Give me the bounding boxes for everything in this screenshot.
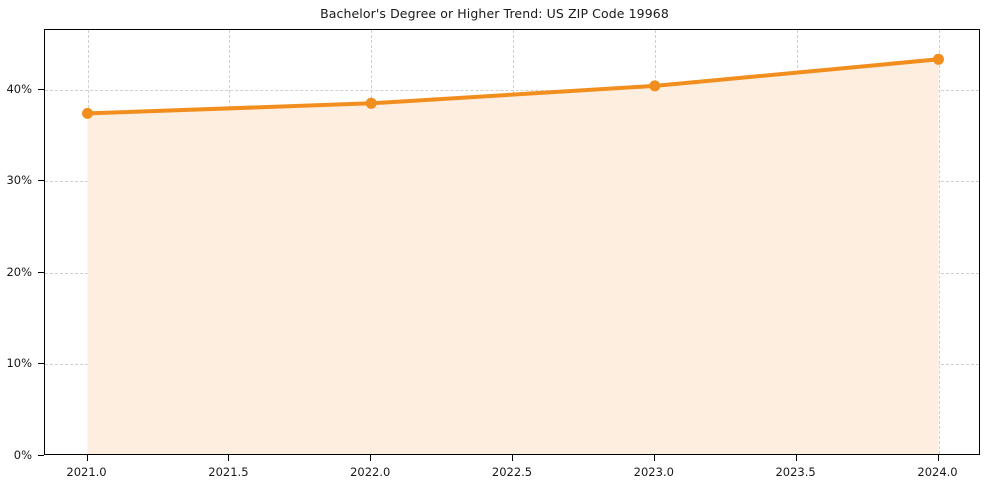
xtick-mark-2023.0 — [653, 455, 655, 461]
gridline-x-2024.0 — [938, 30, 940, 454]
xtick-label-2023.5: 2023.5 — [775, 465, 816, 479]
ytick-mark-0 — [38, 455, 44, 456]
ytick-label-30: 30% — [6, 173, 32, 188]
ytick-mark-40 — [38, 88, 44, 90]
ytick-mark-10 — [38, 363, 44, 365]
xtick-mark-2024.0 — [937, 455, 939, 461]
xtick-label-2022.0: 2022.0 — [350, 465, 391, 479]
data-series-bachelors-degree — [82, 53, 944, 454]
xtick-label-2021.5: 2021.5 — [208, 465, 249, 479]
xtick-label-2021.0: 2021.0 — [66, 465, 107, 479]
area-fill — [87, 59, 939, 454]
gridline-y-40 — [45, 89, 979, 91]
ytick-mark-20 — [38, 271, 44, 273]
xtick-mark-2022.0 — [370, 455, 372, 461]
data-point-2022 — [365, 97, 377, 109]
ytick-label-20: 20% — [6, 264, 32, 279]
xtick-label-2022.5: 2022.5 — [491, 465, 533, 479]
xtick-label-2023.0: 2023.0 — [633, 465, 674, 479]
data-point-2023 — [649, 80, 661, 92]
xtick-mark-2022.5 — [512, 455, 513, 461]
xtick-mark-2023.5 — [795, 455, 797, 461]
data-point-2021 — [82, 107, 93, 119]
xtick-label-2024.0: 2024.0 — [917, 465, 958, 479]
ytick-label-0: 0% — [13, 448, 32, 462]
ytick-label-40: 40% — [6, 81, 32, 96]
data-point-2024 — [933, 53, 944, 65]
ytick-label-10: 10% — [6, 356, 32, 371]
ytick-mark-30 — [38, 180, 44, 182]
page-title: Bachelor's Degree or Higher Trend: US ZI… — [320, 6, 669, 21]
plot-area — [44, 29, 980, 455]
trend-line — [85, 57, 941, 116]
xtick-mark-2021.5 — [228, 455, 230, 461]
xtick-mark-2021.0 — [86, 455, 88, 461]
